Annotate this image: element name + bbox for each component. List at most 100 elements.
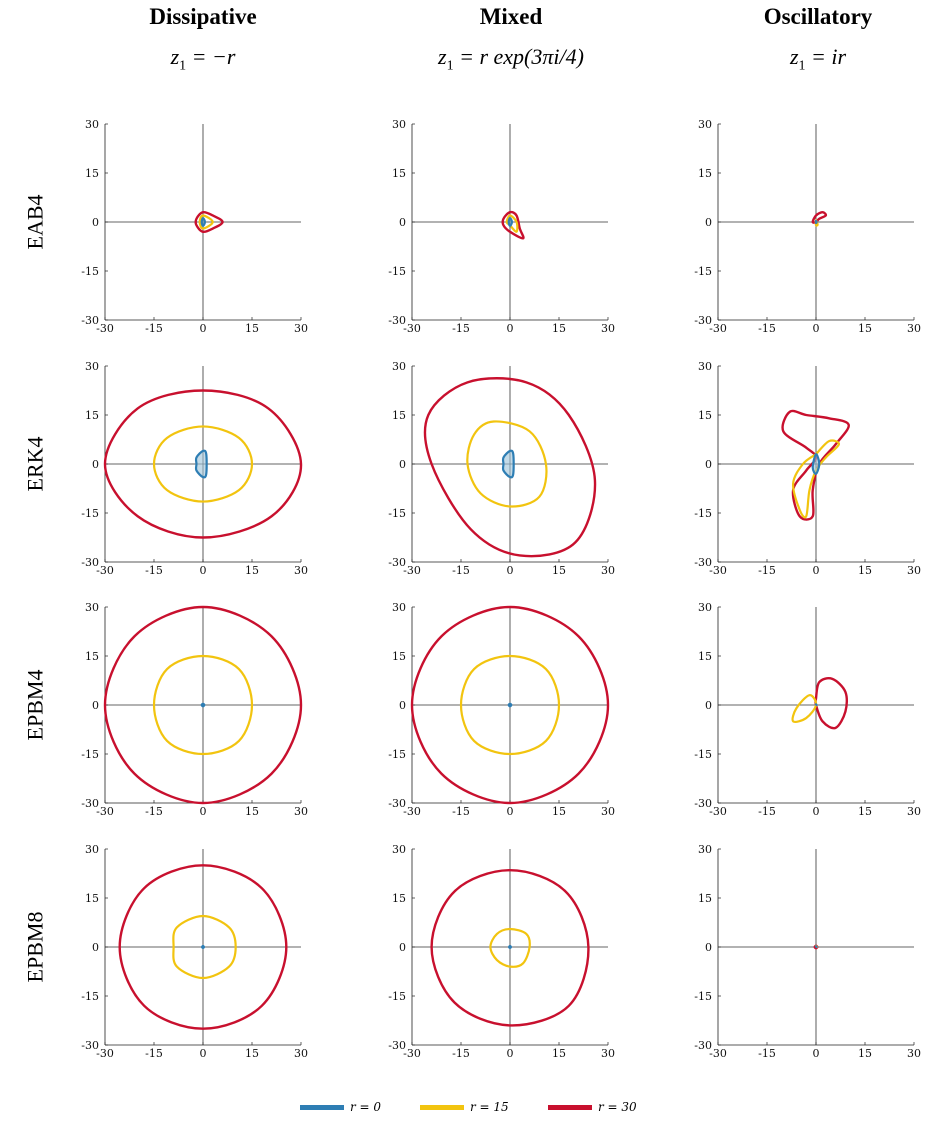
curve-r-30 [423, 377, 597, 558]
curve-r-0 [811, 453, 821, 475]
y-tick-label: 30 [392, 843, 406, 856]
y-tick-label: -30 [81, 314, 99, 327]
y-tick-label: 15 [85, 892, 99, 905]
panel-epbm8-oscillatory: -30 -15 0 15 30 -30 -15 0 15 30 [694, 843, 921, 1060]
y-tick-label: 15 [698, 167, 712, 180]
y-tick-label: -15 [81, 748, 99, 761]
y-tick-label: -30 [388, 797, 406, 810]
y-tick-label: 0 [92, 699, 99, 712]
row-label-epbm4: EPBM4 [22, 669, 48, 741]
curve-r-0 [501, 449, 515, 479]
curve-r-15 [152, 654, 254, 756]
curve-r-15 [198, 214, 214, 230]
x-tick-label: 15 [858, 805, 872, 818]
x-tick-label: 0 [200, 564, 207, 577]
y-tick-label: -30 [694, 556, 712, 569]
curve-r-0 [507, 702, 513, 708]
legend-label-r15: r = 15 [470, 1100, 509, 1114]
column-formula-dissipative: z1 = −r [170, 44, 236, 74]
y-tick-label: 30 [392, 601, 406, 614]
y-tick-label: 15 [85, 167, 99, 180]
x-tick-label: -30 [709, 1047, 727, 1060]
x-tick-label: 30 [601, 1047, 615, 1060]
x-tick-label: 15 [858, 322, 872, 335]
legend-item-r15: r = 15 [420, 1096, 509, 1118]
x-tick-label: 15 [552, 322, 566, 335]
y-tick-label: -30 [694, 1039, 712, 1052]
y-tick-label: 0 [399, 699, 406, 712]
y-tick-label: -15 [694, 748, 712, 761]
x-tick-label: -30 [709, 805, 727, 818]
panel-erk4-dissipative: -30 -15 0 15 30 -30 -15 0 15 30 [81, 360, 308, 577]
x-tick-label: 15 [858, 564, 872, 577]
y-tick-label: -30 [81, 1039, 99, 1052]
curve-r-0 [200, 944, 206, 950]
y-tick-label: -15 [388, 507, 406, 520]
y-tick-label: 30 [698, 843, 712, 856]
y-tick-label: 15 [698, 892, 712, 905]
curve-r-0 [814, 703, 818, 707]
x-tick-label: 30 [907, 1047, 921, 1060]
legend-swatch-r0 [300, 1104, 344, 1110]
panel-epbm8-dissipative: -30 -15 0 15 30 -30 -15 0 15 30 [81, 843, 308, 1060]
curve-r-30 [103, 389, 303, 539]
x-tick-label: -15 [452, 1047, 470, 1060]
x-tick-label: -30 [96, 564, 114, 577]
legend-swatch-r30 [548, 1104, 592, 1110]
y-tick-label: 0 [399, 458, 406, 471]
x-tick-label: -15 [145, 322, 163, 335]
x-tick-label: 0 [507, 322, 514, 335]
x-tick-label: 0 [200, 1047, 207, 1060]
y-tick-label: 30 [85, 843, 99, 856]
column-title-mixed: Mixed [479, 4, 543, 29]
curve-r-0 [814, 219, 818, 225]
curve-r-30 [811, 211, 828, 224]
x-tick-label: 30 [907, 564, 921, 577]
y-tick-label: 0 [705, 699, 712, 712]
x-tick-label: -30 [403, 322, 421, 335]
x-tick-label: 30 [601, 805, 615, 818]
curve-r-30 [194, 210, 224, 234]
column-formula-mixed: z1 = r exp(3πi/4) [438, 44, 584, 74]
curve-r-15 [792, 439, 840, 519]
curve-r-0 [814, 945, 818, 949]
x-tick-label: 15 [245, 322, 259, 335]
x-tick-label: 0 [507, 564, 514, 577]
y-tick-label: 15 [392, 167, 406, 180]
x-tick-label: 30 [294, 322, 308, 335]
curve-r-30 [814, 677, 849, 730]
y-tick-label: 0 [705, 216, 712, 229]
x-tick-label: 0 [507, 805, 514, 818]
x-tick-label: -30 [403, 1047, 421, 1060]
x-tick-label: 0 [507, 1047, 514, 1060]
curve-r-15 [466, 420, 548, 508]
x-tick-label: 15 [858, 1047, 872, 1060]
curve-r-30 [118, 864, 288, 1030]
y-tick-label: -30 [694, 797, 712, 810]
y-tick-label: 30 [392, 118, 406, 131]
y-tick-label: 15 [698, 650, 712, 663]
x-tick-label: 30 [907, 805, 921, 818]
x-tick-label: 0 [200, 805, 207, 818]
y-tick-label: 30 [85, 118, 99, 131]
legend-item-r30: r = 30 [548, 1096, 637, 1118]
panel-epbm4-dissipative: -30 -15 0 15 30 -30 -15 0 15 30 [81, 601, 308, 818]
row-label-epbm8: EPBM8 [22, 911, 48, 983]
y-tick-label: 15 [85, 650, 99, 663]
x-tick-label: -15 [145, 805, 163, 818]
x-tick-label: -30 [96, 805, 114, 818]
x-tick-label: 0 [200, 322, 207, 335]
x-tick-label: -15 [758, 805, 776, 818]
x-tick-label: 30 [294, 564, 308, 577]
y-tick-label: -15 [388, 265, 406, 278]
y-tick-label: 30 [85, 601, 99, 614]
curve-r-15 [172, 914, 237, 980]
x-tick-label: 15 [245, 1047, 259, 1060]
x-tick-label: 15 [245, 805, 259, 818]
y-tick-label: 0 [92, 216, 99, 229]
curve-r-0 [507, 944, 513, 950]
curve-r-30 [103, 605, 303, 805]
y-tick-label: 0 [92, 458, 99, 471]
y-tick-label: 0 [705, 458, 712, 471]
y-tick-label: 15 [392, 409, 406, 422]
